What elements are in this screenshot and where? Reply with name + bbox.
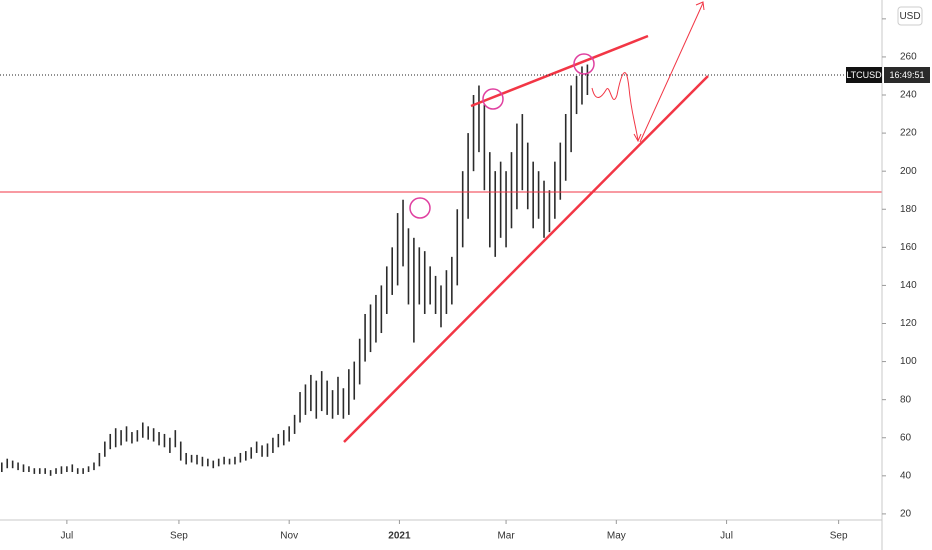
x-tick-label: Jul [60, 531, 73, 542]
y-tick-label: 80 [900, 394, 912, 405]
arrow-head [695, 1, 705, 11]
drawings [0, 1, 882, 443]
y-tick-label: 220 [900, 128, 917, 139]
projection-arrow [639, 2, 704, 143]
y-tick-label: 120 [900, 318, 917, 329]
projection-wave [591, 72, 639, 141]
currency-label[interactable]: USD [899, 11, 920, 22]
highlight-circle [409, 197, 431, 219]
y-tick-label: 40 [900, 470, 912, 481]
y-tick-label: 100 [900, 356, 917, 367]
arrow-head [633, 133, 642, 143]
y-tick-label: 140 [900, 280, 917, 291]
support-trendline [343, 75, 709, 443]
y-tick-label: 180 [900, 204, 917, 215]
y-tick-label: 60 [900, 432, 912, 443]
y-tick-label: 20 [900, 509, 912, 520]
symbol-label: LTCUSD [846, 70, 882, 80]
time-badge [884, 67, 930, 83]
currency-button[interactable] [897, 6, 923, 26]
y-tick-label: 240 [900, 90, 917, 101]
y-tick-label: 260 [900, 52, 917, 63]
x-tick-label: 2021 [388, 531, 411, 542]
y-tick-label: 200 [900, 166, 917, 177]
highlight-circle [573, 53, 595, 75]
time-label: 16:49:51 [889, 70, 924, 80]
highlight-circle [482, 88, 504, 110]
x-tick-label: Nov [280, 531, 298, 542]
symbol-badge [846, 67, 882, 83]
x-tick-label: Sep [830, 531, 848, 542]
x-tick-label: Jul [720, 531, 733, 542]
x-tick-label: Sep [170, 531, 188, 542]
x-tick-label: Mar [497, 531, 515, 542]
resistance-trendline [470, 34, 649, 108]
y-tick-label: 160 [900, 242, 917, 253]
x-tick-label: May [607, 531, 626, 542]
